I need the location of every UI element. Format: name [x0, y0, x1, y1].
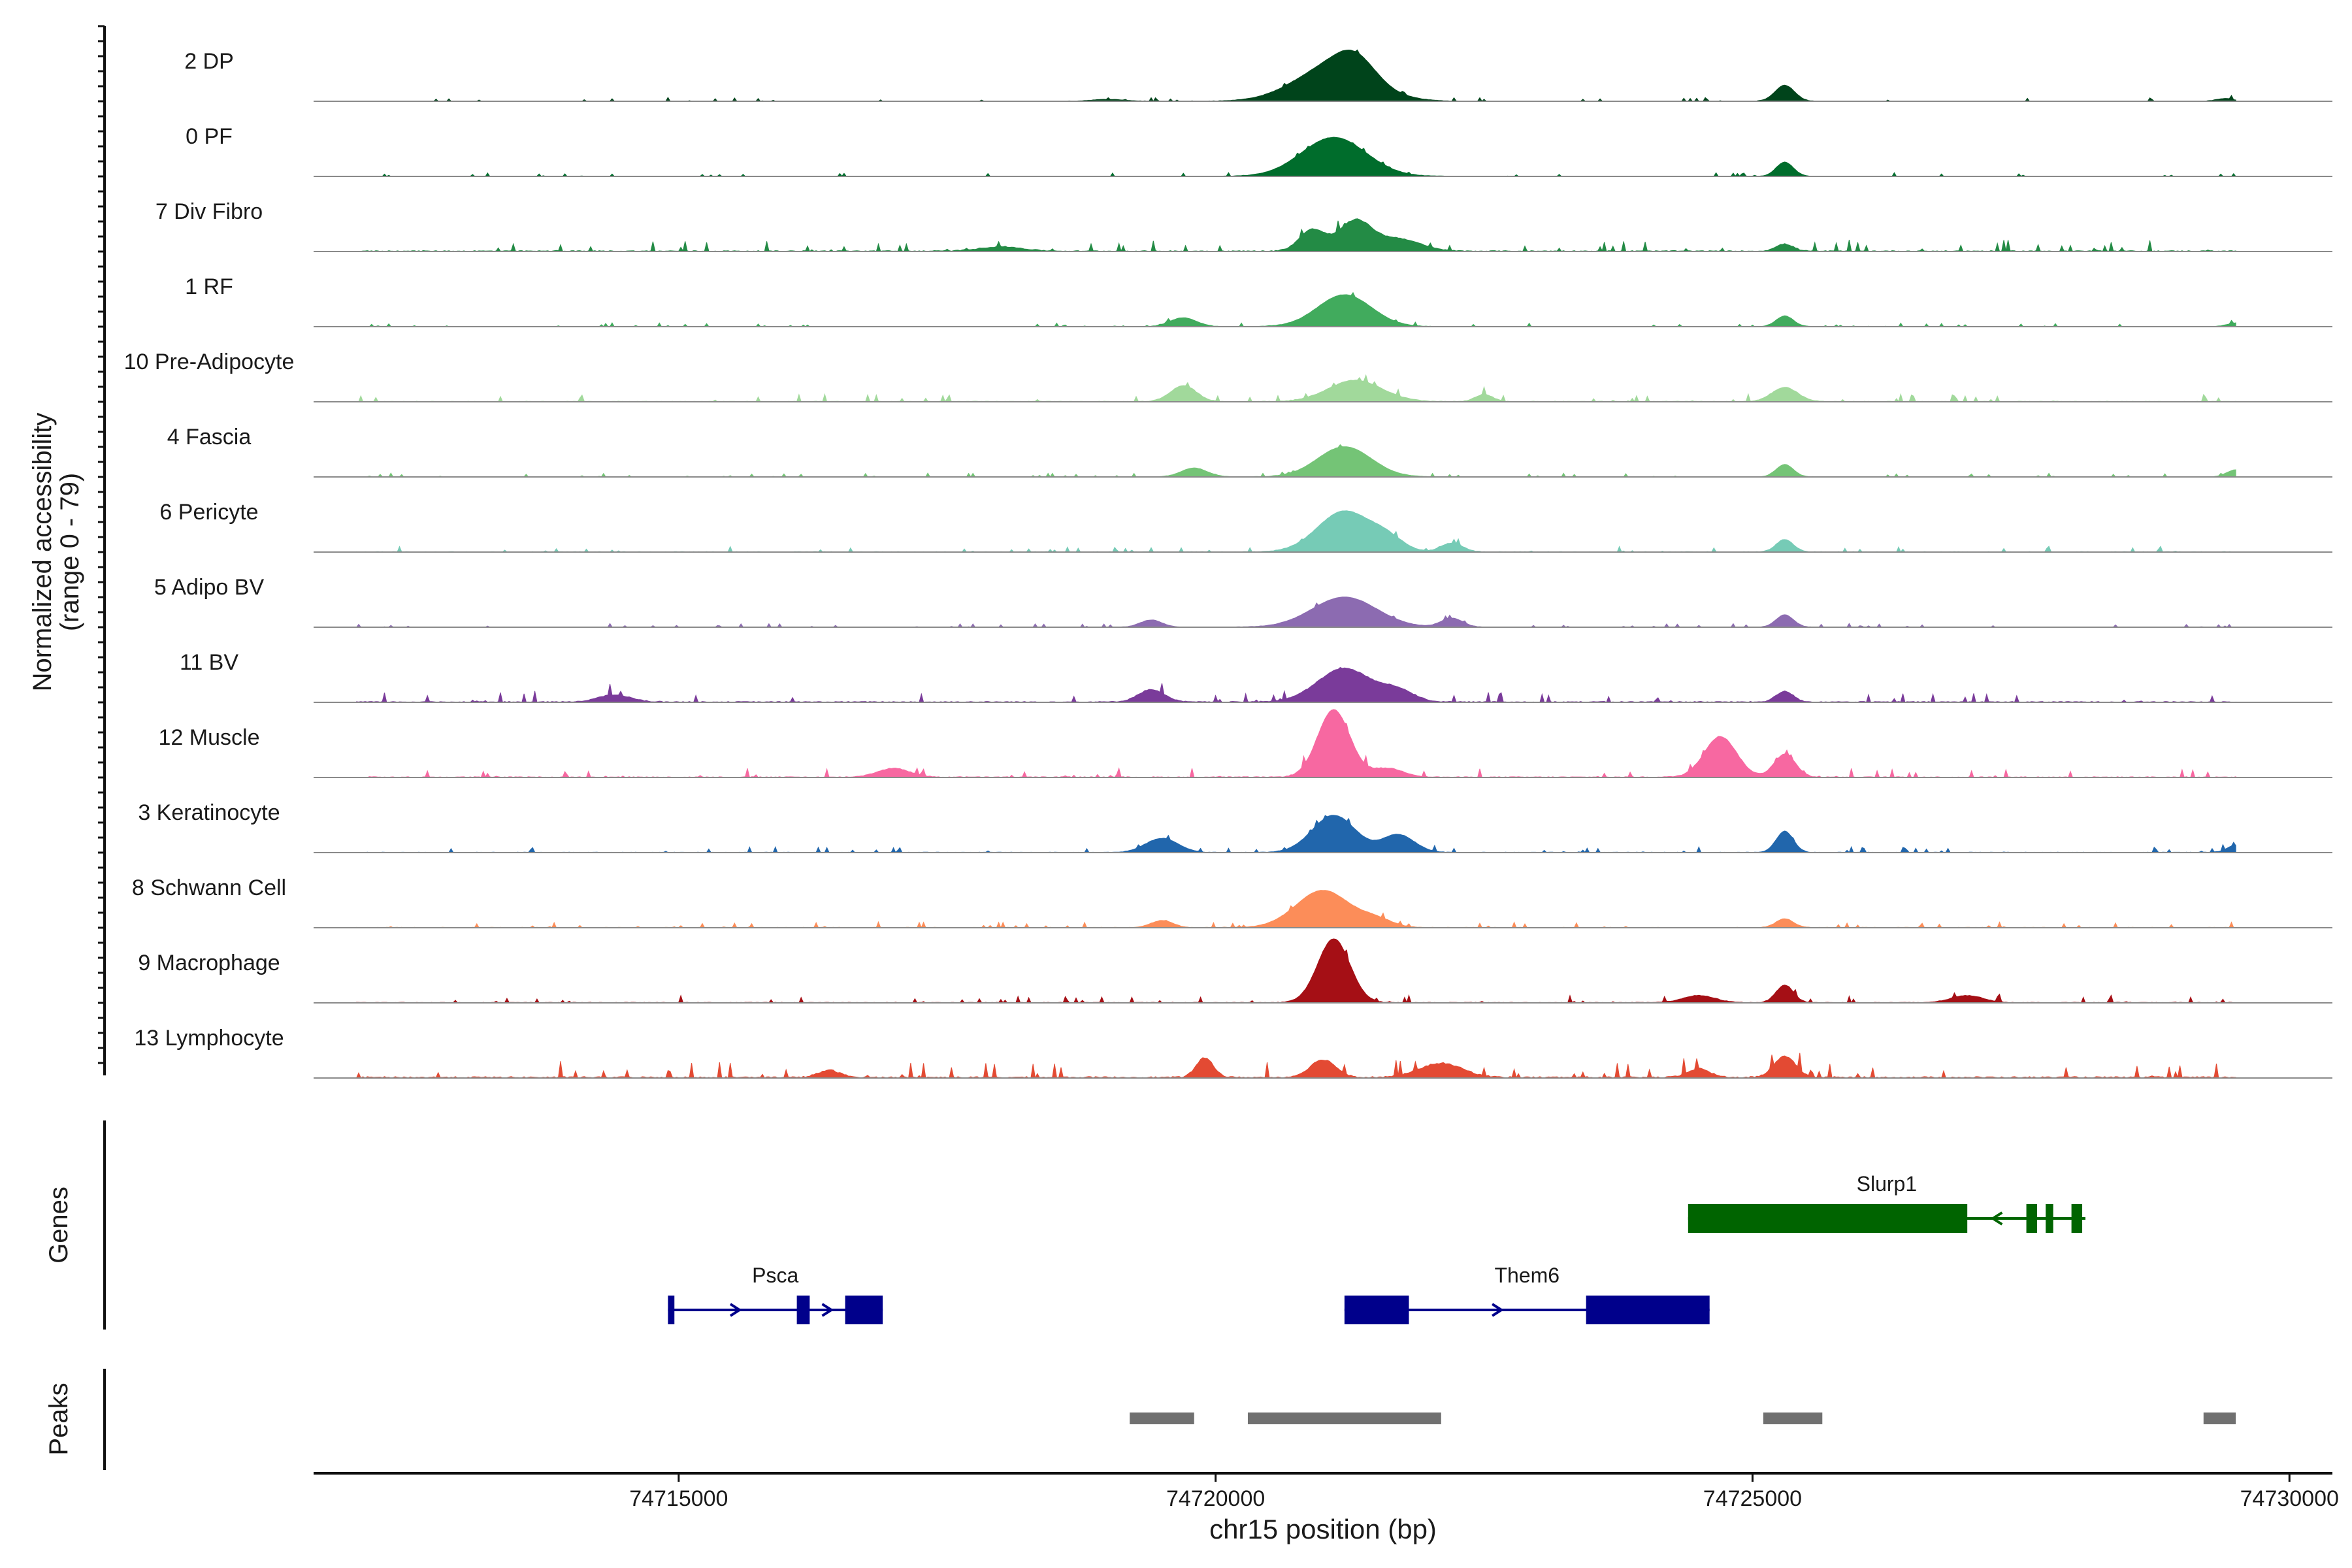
coverage-area — [356, 938, 2236, 1004]
track-label: 13 Lymphocyte — [134, 1026, 284, 1051]
track-1: 0 PF — [186, 124, 2332, 177]
track-label: 6 Pericyte — [159, 500, 258, 525]
coverage-area — [356, 890, 2236, 929]
peak-region — [1130, 1413, 1194, 1424]
peaks-track-label: Peaks — [44, 1382, 73, 1455]
track-label: 3 Keratinocyte — [138, 800, 280, 825]
peak-region — [1763, 1413, 1823, 1424]
gene-them6: Them6 — [1344, 1264, 1710, 1324]
track-11: 8 Schwann Cell — [132, 875, 2332, 929]
genes-panel: Slurp1 Psca Them6 — [103, 1120, 2085, 1330]
gene-exon — [2046, 1204, 2053, 1233]
gene-name-label: Slurp1 — [1857, 1172, 1918, 1196]
gene-exon — [1586, 1296, 1710, 1324]
gene-psca: Psca — [668, 1264, 883, 1324]
peak-region — [1247, 1413, 1441, 1424]
track-label: 10 Pre-Adipocyte — [124, 350, 295, 374]
x-tick-label: 74720000 — [1166, 1486, 1265, 1511]
coverage-area — [356, 667, 2236, 703]
gene-exon — [796, 1296, 810, 1324]
coverage-area — [356, 709, 2236, 778]
y-axis-range-label: (range 0 - 79) — [56, 473, 84, 631]
track-8: 11 BV — [180, 650, 2332, 703]
coverage-area — [356, 137, 2237, 177]
strand-chevron — [1492, 1303, 1504, 1317]
track-0: 2 DP — [184, 49, 2332, 102]
coverage-area — [356, 815, 2236, 853]
track-label: 12 Muscle — [159, 725, 260, 750]
track-label: 7 Div Fibro — [155, 199, 263, 224]
x-axis: 74715000 74720000 74725000 74730000 — [314, 1472, 2339, 1511]
track-label: 5 Adipo BV — [154, 575, 265, 600]
track-label: 2 DP — [184, 49, 234, 74]
track-label: 9 Macrophage — [138, 951, 280, 975]
peak-region — [2203, 1413, 2236, 1424]
y-axis-decor — [98, 25, 106, 1075]
x-tick-label: 74730000 — [2240, 1486, 2339, 1511]
strand-chevron — [821, 1303, 834, 1317]
gene-exon — [2026, 1204, 2038, 1233]
track-9: 12 Muscle — [159, 709, 2332, 778]
y-axis-label: Normalized accessibility — [28, 413, 57, 692]
gene-exon — [1688, 1204, 1968, 1233]
gene-slurp1: Slurp1 — [1688, 1172, 2085, 1233]
track-label: 8 Schwann Cell — [132, 875, 286, 900]
coverage-area — [356, 596, 2236, 628]
track-label: 1 RF — [185, 274, 233, 299]
coverage-area — [356, 510, 2236, 553]
track-5: 4 Fascia — [167, 425, 2332, 478]
track-label: 4 Fascia — [167, 425, 252, 449]
coverage-area — [356, 49, 2236, 102]
genes-track-label: Genes — [44, 1186, 73, 1264]
x-axis-label: chr15 position (bp) — [1209, 1514, 1437, 1544]
gene-exon — [1344, 1296, 1409, 1324]
coverage-area — [356, 291, 2236, 327]
track-label: 0 PF — [186, 124, 233, 149]
x-tick-label: 74715000 — [629, 1486, 728, 1511]
coverage-tracks: 2 DP 0 PF 7 Div Fibro 1 RF 10 Pre-Adipocyte 4… — [124, 49, 2332, 1079]
track-12: 9 Macrophage — [138, 938, 2332, 1004]
gene-exon — [2071, 1204, 2083, 1233]
track-7: 5 Adipo BV — [154, 575, 2332, 628]
coverage-area — [356, 374, 2236, 402]
track-2: 7 Div Fibro — [155, 199, 2332, 252]
x-tick-label: 74725000 — [1703, 1486, 1802, 1511]
coverage-area — [356, 218, 2236, 252]
track-3: 1 RF — [185, 274, 2332, 327]
peaks-panel — [103, 1369, 2236, 1470]
track-label: 11 BV — [180, 650, 238, 675]
track-10: 3 Keratinocyte — [138, 800, 2332, 853]
track-6: 6 Pericyte — [159, 500, 2332, 553]
strand-chevron — [729, 1303, 742, 1317]
strand-chevron — [1990, 1211, 2003, 1226]
track-4: 10 Pre-Adipocyte — [124, 350, 2332, 402]
gene-exon — [668, 1296, 675, 1324]
gene-exon — [845, 1296, 883, 1324]
gene-name-label: Psca — [752, 1264, 798, 1287]
coverage-area — [356, 444, 2236, 478]
gene-name-label: Them6 — [1494, 1264, 1560, 1287]
track-13: 13 Lymphocyte — [134, 1026, 2332, 1079]
coverage-area — [356, 1053, 2236, 1079]
